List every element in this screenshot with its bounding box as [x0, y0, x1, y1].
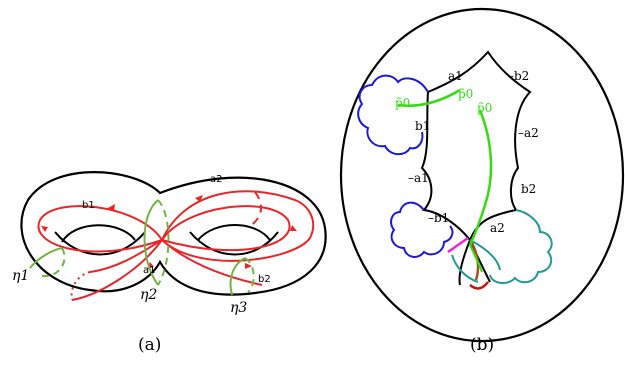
- fundamental-polygon: [420, 50, 532, 242]
- blue-tile-lower: [390, 201, 454, 258]
- red-loop-b2: [161, 205, 291, 252]
- red-loop-lower-right: [161, 239, 263, 286]
- green-eta3-dash: [244, 257, 255, 293]
- green-eta2-solid: [143, 199, 159, 286]
- dark-red-edge: [469, 281, 489, 290]
- label-b-a1-left: –a1: [408, 171, 429, 185]
- surface-outline: [20, 171, 327, 296]
- panel-b: a1 –b2 b1 –a2 –a1 b2 –b1 a2 p̃0 p̃0 p̃0 …: [339, 7, 625, 355]
- green-eta1-dash: [41, 247, 66, 278]
- label-b-a1-top: a1: [448, 69, 463, 83]
- label-b-a2-bottom: a2: [490, 221, 505, 235]
- red-loop-a2: [161, 190, 315, 241]
- green-path-main: [468, 109, 493, 246]
- caption-b: (b): [470, 335, 494, 355]
- red-loop-a1: [89, 239, 163, 273]
- label-p0-right: p̃0: [477, 101, 492, 115]
- caption-a: (a): [138, 335, 161, 355]
- label-b-a2-right: –a2: [518, 126, 539, 140]
- right-hole-lower: [189, 231, 279, 256]
- red-loop-a1-back: [71, 239, 163, 301]
- label-b-b2-top: –b2: [508, 69, 529, 83]
- green-curves: [29, 199, 255, 296]
- label-a1: a1: [143, 265, 156, 276]
- label-b1: b1: [82, 200, 95, 211]
- magenta-edge: [447, 236, 469, 254]
- arrow-b1: [108, 204, 115, 212]
- label-p0-mid: p̃0: [458, 87, 473, 101]
- green-path-left: [397, 88, 461, 107]
- label-b-b1-bottom: –b1: [428, 211, 449, 225]
- label-p0-left: p̃0: [395, 96, 410, 110]
- label-a2: a2: [210, 174, 223, 185]
- red-loops: [37, 190, 315, 301]
- label-eta1: η1: [12, 268, 29, 284]
- panel-a: a2 b1 a1 b2 η1 η2 η3 (a): [12, 171, 327, 355]
- red-loop-a1-dotted: [70, 271, 91, 301]
- red-loop-b1: [37, 205, 163, 253]
- arrow-left-loop: [41, 226, 48, 232]
- red-loop-a2-back: [161, 237, 311, 262]
- arrow-a2: [195, 195, 203, 202]
- left-hole-lower: [54, 231, 146, 256]
- green-eta3-solid: [229, 257, 246, 296]
- green-path-bottom: [469, 244, 483, 273]
- teal-inner: [451, 239, 501, 283]
- disk-boundary: [339, 7, 625, 343]
- left-hole-upper: [61, 224, 136, 243]
- blue-tile-upper: [357, 74, 429, 156]
- label-b2: b2: [258, 274, 271, 285]
- arrow-right-loop: [290, 225, 297, 231]
- label-b-b1-left: b1: [415, 119, 430, 133]
- label-eta2: η2: [140, 287, 157, 303]
- red-loop-a2-dash: [249, 191, 262, 227]
- teal-tile: [489, 209, 553, 284]
- green-eta2-dash: [157, 199, 170, 286]
- label-b-b2-right: b2: [521, 182, 536, 196]
- arrow-b2: [245, 263, 252, 269]
- green-eta1-solid: [29, 247, 63, 269]
- right-hole-upper: [197, 224, 271, 241]
- label-eta3: η3: [230, 300, 247, 316]
